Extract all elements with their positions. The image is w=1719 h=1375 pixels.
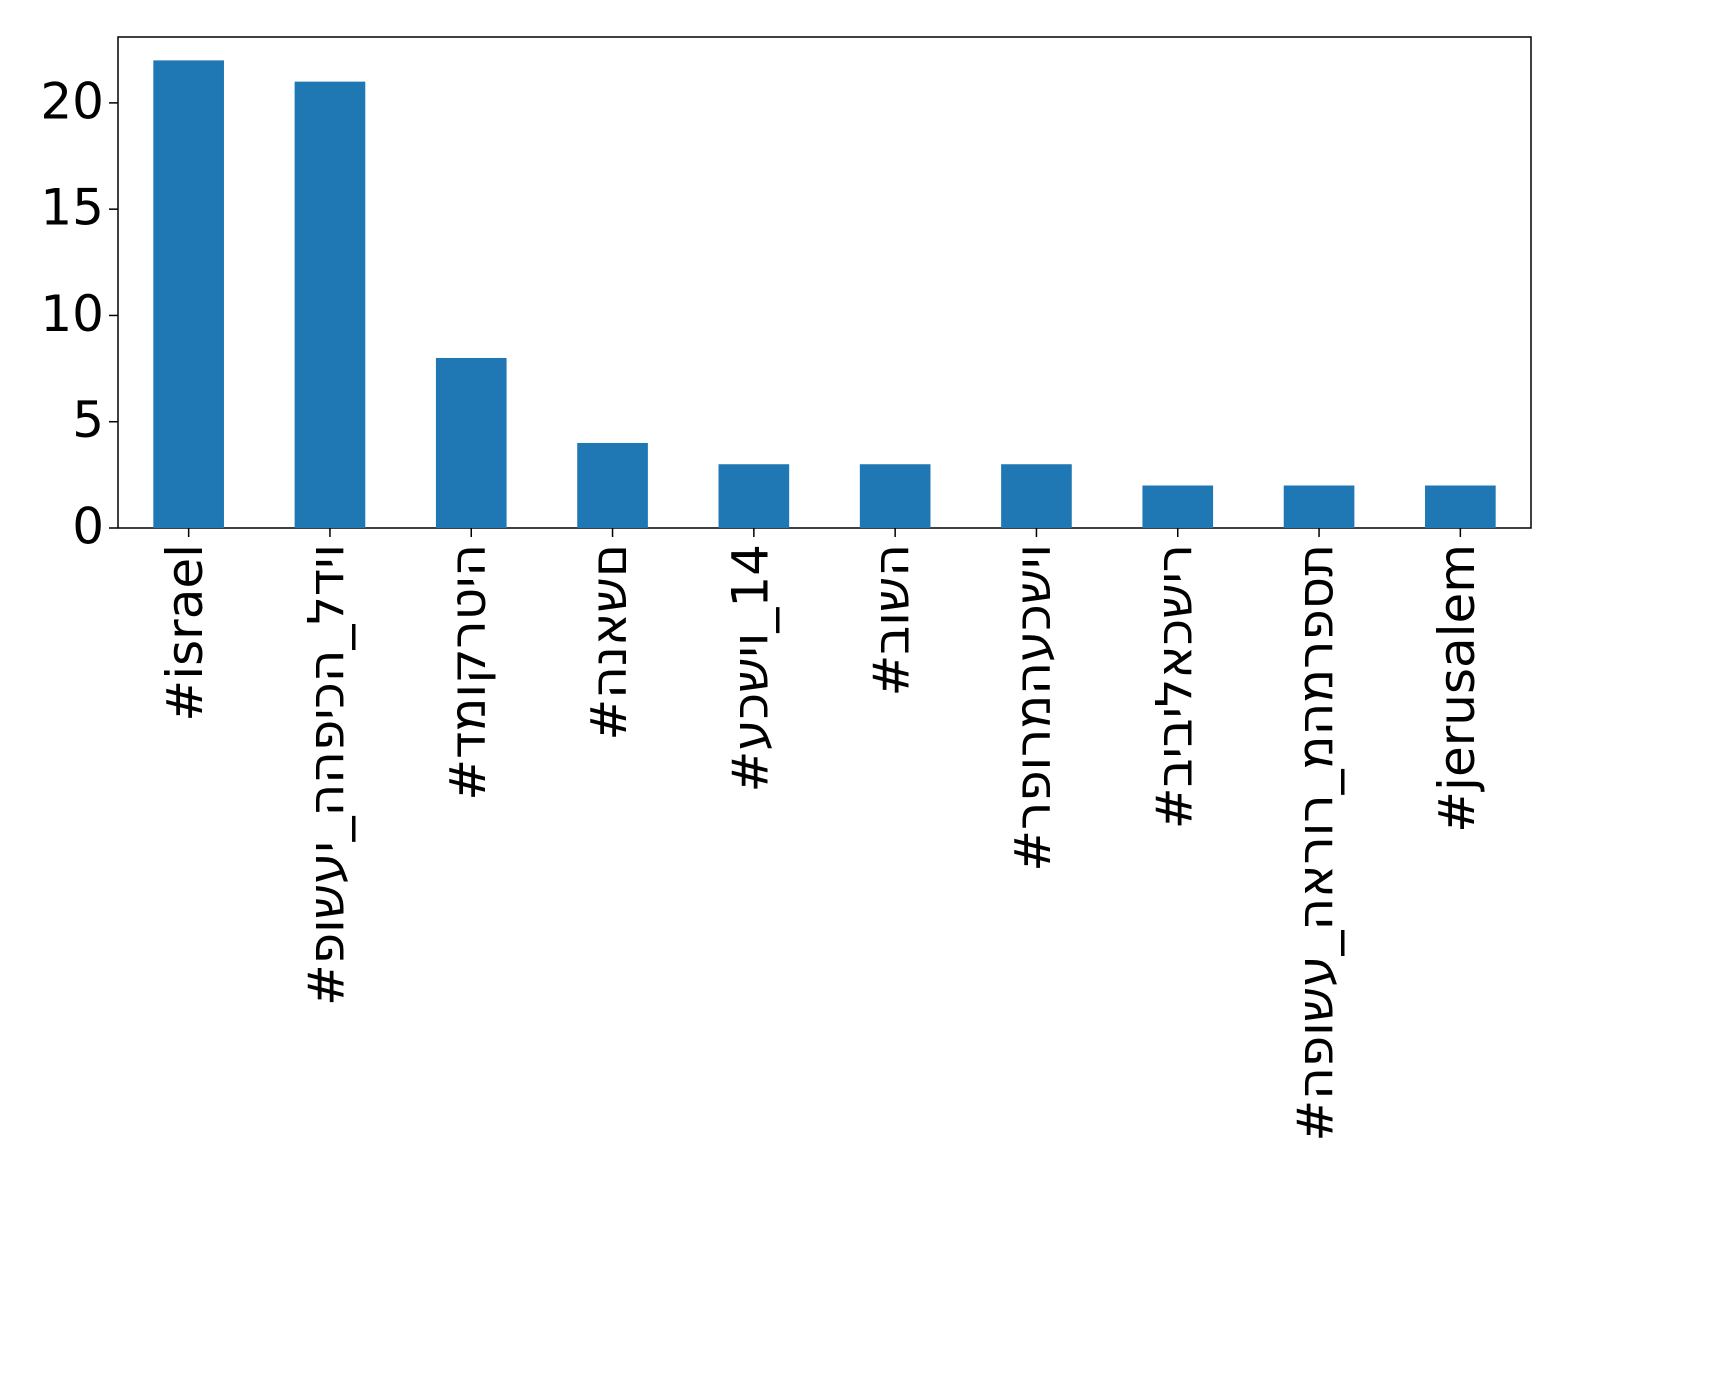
- y-tick-label: 15: [40, 179, 104, 237]
- x-tick-label: #בושה: [863, 544, 921, 697]
- bar: [1283, 485, 1355, 528]
- x-tick-label: #הנאשם: [580, 544, 638, 741]
- x-tick-label: #עכשיו_14: [721, 544, 779, 793]
- bar: [153, 60, 224, 528]
- y-tick-label: 20: [40, 72, 104, 130]
- plot-frame: [117, 36, 1532, 529]
- x-tick-label: #דמוקרטיה: [439, 544, 497, 801]
- bar: [577, 442, 648, 528]
- y-tick-label: 5: [72, 391, 104, 449]
- x-tick-label: #israel: [156, 544, 214, 722]
- bar: [1425, 485, 1496, 528]
- bar: [1142, 485, 1214, 528]
- y-tick-label: 0: [72, 498, 104, 556]
- bar: [1001, 464, 1072, 528]
- bar: [294, 81, 366, 529]
- bar: [859, 464, 931, 528]
- y-tick-label: 10: [40, 285, 104, 343]
- bar: [435, 357, 507, 528]
- x-tick-label: #פושעי_ההפיכה_לדיו: [297, 544, 355, 1006]
- x-tick-label: #הפושע_הארור_מהמרפסת: [1287, 544, 1345, 1142]
- x-tick-label: #jerusalem: [1428, 544, 1486, 833]
- bar: [718, 464, 790, 528]
- x-tick-label: #ביבילאכשיר: [1145, 544, 1203, 829]
- x-tick-label: #רפורמהעכשיו: [1004, 544, 1062, 872]
